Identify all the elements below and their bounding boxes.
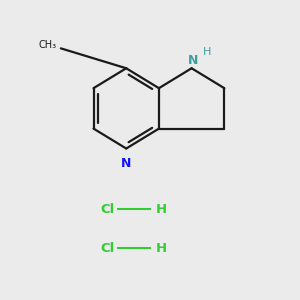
Text: N: N [188, 54, 198, 67]
Text: N: N [121, 157, 131, 170]
Text: H: H [156, 203, 167, 216]
Text: CH₃: CH₃ [38, 40, 56, 50]
Text: H: H [156, 242, 167, 255]
Text: Cl: Cl [100, 203, 114, 216]
Text: Cl: Cl [100, 242, 114, 255]
Text: H: H [203, 47, 211, 57]
